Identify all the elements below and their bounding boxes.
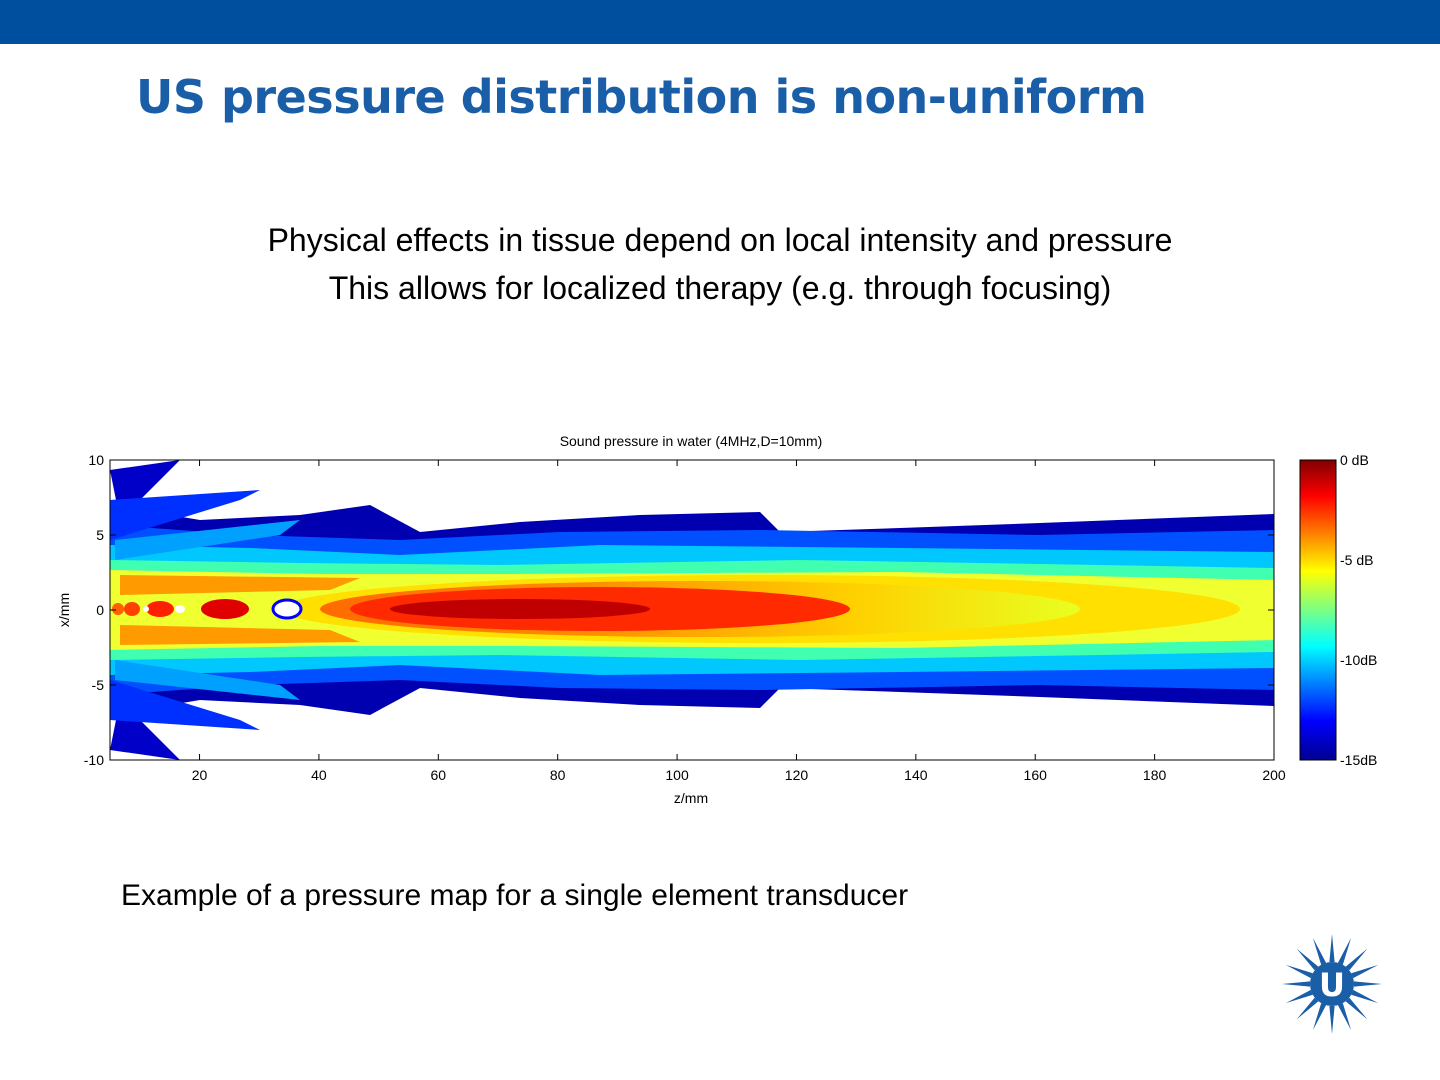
- logo-ray: [1285, 964, 1313, 979]
- x-tick-label: 180: [1143, 767, 1167, 783]
- logo-ray: [1296, 948, 1319, 971]
- x-tick-label: 200: [1262, 767, 1286, 783]
- x-tick-label: 100: [665, 767, 689, 783]
- subtitle-line-1: Physical effects in tissue depend on loc…: [267, 222, 1173, 258]
- y-tick-label: 5: [96, 527, 104, 543]
- colorbar-tick-label: -10dB: [1340, 652, 1377, 668]
- logo-ray: [1329, 1005, 1335, 1034]
- x-tick-label: 140: [904, 767, 928, 783]
- logo-ray: [1351, 989, 1379, 1004]
- logo-ray: [1345, 997, 1368, 1020]
- logo-ray: [1296, 997, 1319, 1020]
- near-field-lobes: [110, 460, 360, 760]
- colorbar-tick-label: 0 dB: [1340, 452, 1369, 468]
- x-tick-label: 40: [311, 767, 327, 783]
- svg-text:U: U: [1319, 966, 1345, 1004]
- x-tick-label: 80: [550, 767, 566, 783]
- x-tick-label: 160: [1024, 767, 1048, 783]
- subtitle: Physical effects in tissue depend on loc…: [0, 216, 1440, 312]
- colorbar-tick-label: -15dB: [1340, 752, 1377, 768]
- logo-ray: [1351, 964, 1379, 979]
- logo-ray: [1329, 934, 1335, 963]
- y-tick-label: -10: [84, 752, 104, 768]
- y-tick-label: 10: [88, 452, 104, 468]
- y-tick-label: -5: [92, 677, 105, 693]
- chart-title: Sound pressure in water (4MHz,D=10mm): [560, 433, 823, 449]
- x-axis: 20 40 60 80 100 120 140 160 180 200: [192, 460, 1286, 783]
- university-logo-icon: U: [1282, 934, 1382, 1034]
- logo-ray: [1345, 948, 1368, 971]
- y-axis-title: x/mm: [56, 593, 72, 627]
- y-axis: 10 5 0 -5 -10: [84, 452, 1274, 768]
- slide-title: US pressure distribution is non-uniform: [136, 70, 1147, 124]
- logo-ray: [1353, 981, 1382, 987]
- y-tick-label: 0: [96, 602, 104, 618]
- x-axis-title: z/mm: [674, 790, 708, 806]
- near-field-fringe: [112, 598, 303, 620]
- logo-ray: [1312, 1003, 1327, 1031]
- logo-ray: [1337, 937, 1352, 965]
- heatmap-field: [110, 460, 1274, 760]
- colorbar-tick-label: -5 dB: [1340, 552, 1373, 568]
- colorbar: [1299, 459, 1337, 761]
- top-brand-bar: [0, 0, 1440, 44]
- caption: Example of a pressure map for a single e…: [121, 879, 909, 912]
- subtitle-line-2: This allows for localized therapy (e.g. …: [328, 270, 1112, 306]
- logo-ray: [1282, 981, 1311, 987]
- colorbar-ticks: 0 dB -5 dB -10dB -15dB: [1340, 452, 1377, 768]
- logo-ray: [1285, 989, 1313, 1004]
- logo-ray: [1337, 1003, 1352, 1031]
- logo-ray: [1312, 937, 1327, 965]
- x-tick-label: 120: [785, 767, 809, 783]
- focal-lobe-core: [390, 599, 650, 619]
- x-tick-label: 60: [431, 767, 447, 783]
- x-tick-label: 20: [192, 767, 208, 783]
